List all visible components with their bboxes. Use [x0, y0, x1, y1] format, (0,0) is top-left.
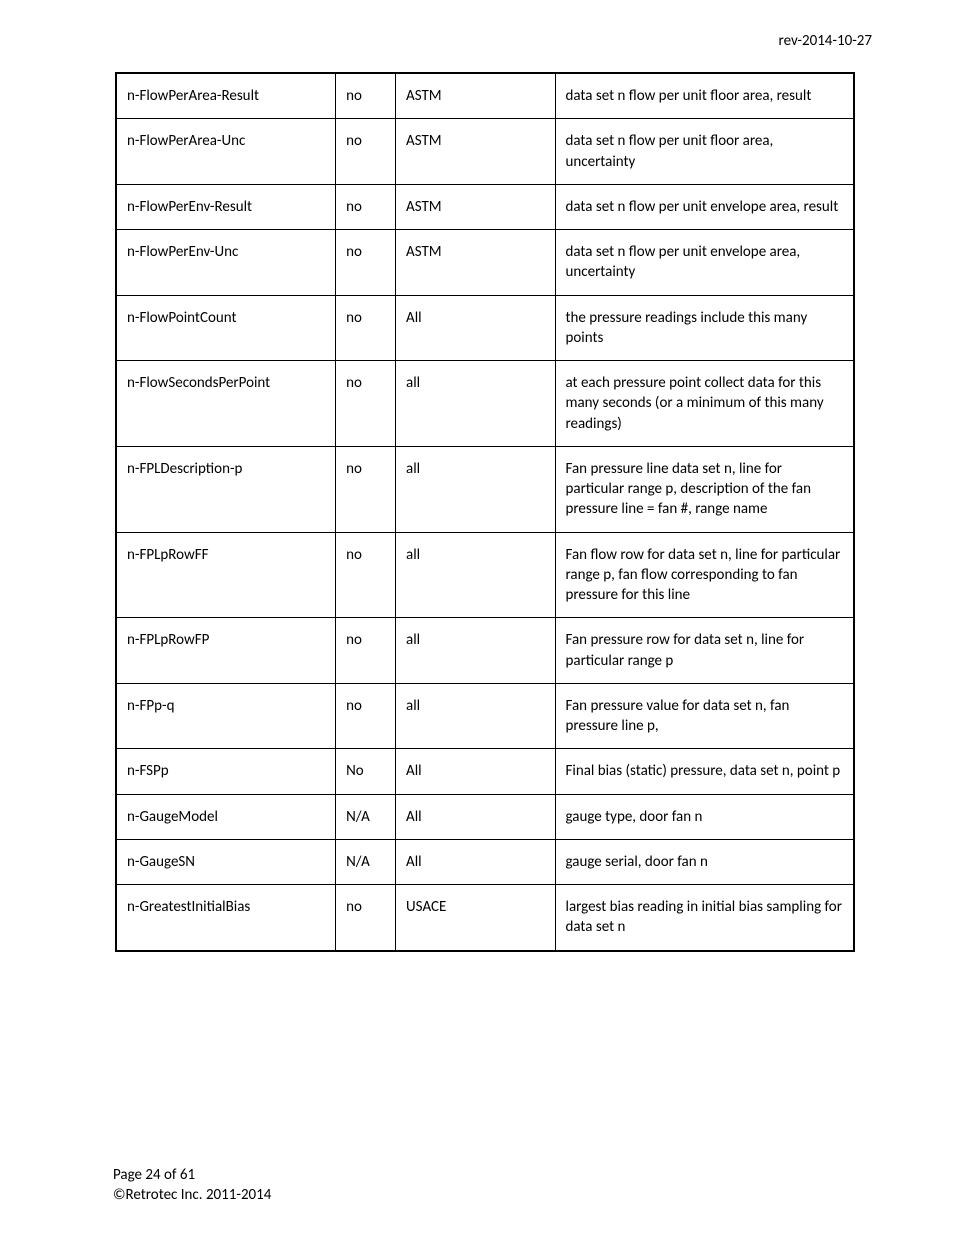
table-row: n-FlowPerArea-UncnoASTMdata set n flow p…: [116, 119, 854, 185]
cell-col2: no: [336, 885, 396, 951]
cell-col3: All: [396, 839, 555, 884]
cell-col2: no: [336, 73, 396, 119]
cell-description: at each pressure point collect data for …: [555, 361, 854, 447]
cell-name: n-FPLpRowFF: [116, 532, 336, 618]
cell-name: n-GaugeModel: [116, 794, 336, 839]
cell-col2: No: [336, 749, 396, 794]
cell-name: n-FSPp: [116, 749, 336, 794]
cell-description: Fan pressure line data set n, line for p…: [555, 446, 854, 532]
cell-description: largest bias reading in initial bias sam…: [555, 885, 854, 951]
cell-name: n-GaugeSN: [116, 839, 336, 884]
table-row: n-FPLpRowFPnoallFan pressure row for dat…: [116, 618, 854, 684]
cell-name: n-FlowPerEnv-Result: [116, 184, 336, 229]
data-table: n-FlowPerArea-ResultnoASTMdata set n flo…: [115, 72, 855, 952]
cell-name: n-FlowSecondsPerPoint: [116, 361, 336, 447]
table-row: n-FlowPerEnv-UncnoASTMdata set n flow pe…: [116, 230, 854, 296]
cell-description: gauge serial, door fan n: [555, 839, 854, 884]
table-row: n-FlowSecondsPerPointnoallat each pressu…: [116, 361, 854, 447]
cell-description: gauge type, door fan n: [555, 794, 854, 839]
cell-col3: ASTM: [396, 73, 555, 119]
cell-col3: all: [396, 683, 555, 749]
cell-name: n-GreatestInitialBias: [116, 885, 336, 951]
cell-description: Fan flow row for data set n, line for pa…: [555, 532, 854, 618]
cell-col3: all: [396, 618, 555, 684]
cell-description: the pressure readings include this many …: [555, 295, 854, 361]
table-row: n-FlowPointCountnoAllthe pressure readin…: [116, 295, 854, 361]
table-row: n-FSPpNoAllFinal bias (static) pressure,…: [116, 749, 854, 794]
cell-col3: ASTM: [396, 119, 555, 185]
cell-col2: no: [336, 618, 396, 684]
cell-col3: All: [396, 295, 555, 361]
cell-col2: no: [336, 532, 396, 618]
cell-col3: USACE: [396, 885, 555, 951]
cell-description: data set n flow per unit envelope area, …: [555, 184, 854, 229]
table-row: n-GreatestInitialBiasnoUSACElargest bias…: [116, 885, 854, 951]
cell-description: Final bias (static) pressure, data set n…: [555, 749, 854, 794]
copyright: ©Retrotec Inc. 2011-2014: [113, 1185, 271, 1205]
cell-col2: no: [336, 184, 396, 229]
data-table-container: n-FlowPerArea-ResultnoASTMdata set n flo…: [115, 72, 855, 952]
cell-description: Fan pressure row for data set n, line fo…: [555, 618, 854, 684]
cell-col3: all: [396, 361, 555, 447]
revision-text: rev-2014-10-27: [779, 32, 872, 50]
page-footer: Page 24 of 61 ©Retrotec Inc. 2011-2014: [113, 1165, 271, 1206]
cell-col3: ASTM: [396, 230, 555, 296]
cell-name: n-FPLpRowFP: [116, 618, 336, 684]
table-row: n-FPLDescription-pnoallFan pressure line…: [116, 446, 854, 532]
cell-col3: All: [396, 749, 555, 794]
cell-col3: ASTM: [396, 184, 555, 229]
cell-col2: no: [336, 446, 396, 532]
cell-col2: no: [336, 295, 396, 361]
cell-col2: no: [336, 119, 396, 185]
cell-description: data set n flow per unit envelope area, …: [555, 230, 854, 296]
cell-col2: N/A: [336, 794, 396, 839]
table-row: n-FPp-qnoallFan pressure value for data …: [116, 683, 854, 749]
cell-name: n-FPp-q: [116, 683, 336, 749]
cell-description: data set n flow per unit floor area, res…: [555, 73, 854, 119]
page-number: Page 24 of 61: [113, 1165, 271, 1185]
cell-col3: all: [396, 446, 555, 532]
cell-name: n-FlowPointCount: [116, 295, 336, 361]
cell-col2: N/A: [336, 839, 396, 884]
cell-col2: no: [336, 230, 396, 296]
table-row: n-GaugeSNN/AAllgauge serial, door fan n: [116, 839, 854, 884]
revision-header: rev-2014-10-27: [779, 32, 872, 50]
cell-name: n-FlowPerEnv-Unc: [116, 230, 336, 296]
cell-col2: no: [336, 361, 396, 447]
cell-col2: no: [336, 683, 396, 749]
cell-name: n-FlowPerArea-Result: [116, 73, 336, 119]
cell-name: n-FlowPerArea-Unc: [116, 119, 336, 185]
cell-col3: all: [396, 532, 555, 618]
table-row: n-FlowPerEnv-ResultnoASTMdata set n flow…: [116, 184, 854, 229]
cell-description: data set n flow per unit floor area, unc…: [555, 119, 854, 185]
table-row: n-FlowPerArea-ResultnoASTMdata set n flo…: [116, 73, 854, 119]
cell-name: n-FPLDescription-p: [116, 446, 336, 532]
cell-col3: All: [396, 794, 555, 839]
table-row: n-GaugeModelN/AAllgauge type, door fan n: [116, 794, 854, 839]
cell-description: Fan pressure value for data set n, fan p…: [555, 683, 854, 749]
table-row: n-FPLpRowFFnoallFan flow row for data se…: [116, 532, 854, 618]
